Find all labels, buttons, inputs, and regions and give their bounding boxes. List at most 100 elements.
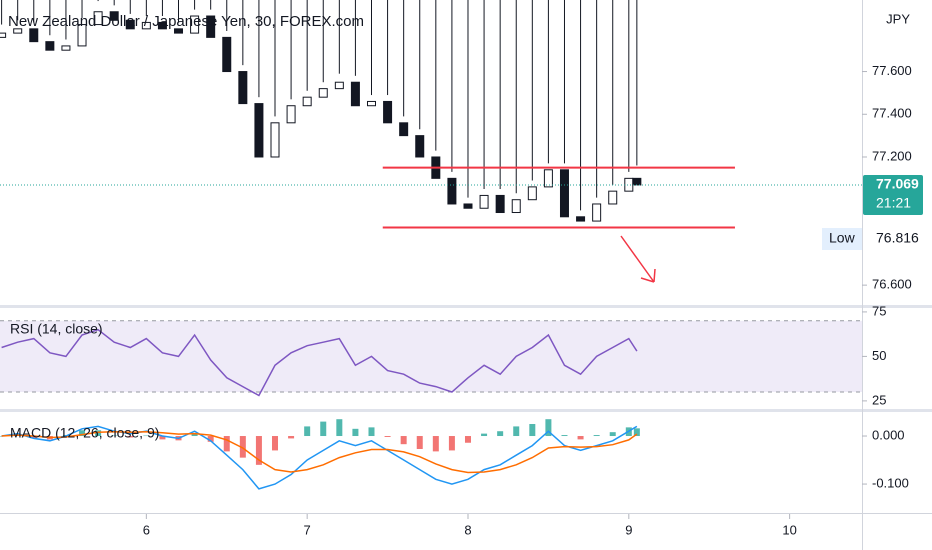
x-tick-label: 10 xyxy=(782,522,796,537)
y-tick-label: 75 xyxy=(872,303,886,318)
candle-body xyxy=(302,96,312,107)
histogram-bar xyxy=(545,419,552,437)
histogram-bar xyxy=(633,428,640,437)
candle-body xyxy=(366,100,376,107)
candle-body xyxy=(93,11,103,26)
histogram-bar xyxy=(79,430,86,437)
candle-body xyxy=(222,36,232,73)
low-value: 76.816 xyxy=(876,230,919,246)
histogram-bar xyxy=(368,427,375,437)
histogram-bar xyxy=(561,435,568,437)
candle-body xyxy=(125,19,135,30)
candle-body xyxy=(543,169,553,188)
low-label-box xyxy=(822,228,862,251)
macd-title: MACD (12, 26, close, 9) xyxy=(10,425,159,441)
histogram-bar xyxy=(255,436,262,465)
candle-body xyxy=(447,177,457,205)
chart-title: New Zealand Dollar / Japanese Yen, 30, F… xyxy=(8,13,364,30)
candle-body xyxy=(576,216,586,222)
y-tick-label: 0.000 xyxy=(872,427,905,442)
histogram-bar xyxy=(400,436,407,445)
candle-body xyxy=(254,103,264,158)
candle-body xyxy=(463,203,473,209)
histogram-bar xyxy=(593,435,600,437)
candle-body xyxy=(190,15,200,34)
histogram-bar xyxy=(577,436,584,440)
histogram-bar xyxy=(143,435,150,437)
histogram-bar xyxy=(239,436,246,458)
x-tick-label: 8 xyxy=(464,522,471,537)
x-tick-label: 7 xyxy=(304,522,311,537)
candle-body xyxy=(511,199,521,214)
candle-body xyxy=(286,105,296,124)
histogram-bar xyxy=(304,426,311,437)
candle-body xyxy=(527,186,537,201)
rsi-title: RSI (14, close) xyxy=(10,321,103,337)
y-tick-label: 76.600 xyxy=(872,277,912,292)
histogram-bar xyxy=(288,436,295,439)
candle-body xyxy=(206,15,216,38)
y-tick-label: 25 xyxy=(872,392,886,407)
series-line xyxy=(1,328,638,397)
candle-body xyxy=(592,203,602,222)
low-label: Low xyxy=(829,230,856,246)
histogram-bar xyxy=(529,424,536,437)
histogram-bar xyxy=(95,430,102,437)
series-line xyxy=(1,430,638,474)
candle-body xyxy=(624,177,634,192)
currency: JPY xyxy=(886,11,910,26)
countdown-label: 21:21 xyxy=(876,195,911,211)
y-tick-label: 50 xyxy=(872,348,886,363)
y-tick-label: 77.200 xyxy=(872,148,912,163)
candle-body xyxy=(141,21,151,30)
series-line xyxy=(1,425,638,490)
candle-body xyxy=(45,41,55,51)
histogram-bar xyxy=(352,428,359,437)
histogram-bar xyxy=(497,431,504,437)
candle-body xyxy=(174,28,184,34)
candle-body xyxy=(559,169,569,218)
candle-body xyxy=(13,28,23,34)
y-tick-label: -0.100 xyxy=(872,475,909,490)
x-tick-label: 9 xyxy=(625,522,632,537)
histogram-bar xyxy=(30,436,37,439)
candle-body xyxy=(479,194,489,209)
histogram-bar xyxy=(159,436,166,440)
histogram-bar xyxy=(127,436,134,438)
arrow-drawing xyxy=(620,235,656,283)
candle-body xyxy=(632,177,642,186)
candle-body xyxy=(270,122,280,158)
y-tick-label: 77.400 xyxy=(872,106,912,121)
histogram-bar xyxy=(111,435,118,437)
candle-body xyxy=(383,100,393,124)
histogram-bar xyxy=(432,436,439,452)
y-tick-label: 77.600 xyxy=(872,63,912,78)
candle-body xyxy=(29,28,39,43)
candle-body xyxy=(238,71,248,105)
candle-body xyxy=(334,81,344,90)
histogram-bar xyxy=(223,436,230,452)
histogram-bar xyxy=(448,436,455,451)
histogram-bar xyxy=(207,436,214,442)
histogram-bar xyxy=(609,432,616,437)
histogram-bar xyxy=(513,426,520,437)
candle-body xyxy=(109,11,119,21)
candle-body xyxy=(399,122,409,137)
candle-body xyxy=(77,24,87,47)
candle-body xyxy=(415,135,425,158)
histogram-bar xyxy=(384,436,391,437)
histogram-bar xyxy=(336,419,343,437)
histogram-bar xyxy=(416,436,423,449)
candle-body xyxy=(157,21,167,30)
last-price-box xyxy=(863,174,923,215)
candle-body xyxy=(61,45,71,51)
histogram-bar xyxy=(481,433,488,437)
histogram-bar xyxy=(191,433,198,437)
histogram-bar xyxy=(320,421,327,437)
histogram-bar xyxy=(464,436,471,443)
histogram-bar xyxy=(272,436,279,451)
rsi-band xyxy=(0,320,862,392)
candle-body xyxy=(318,88,328,98)
